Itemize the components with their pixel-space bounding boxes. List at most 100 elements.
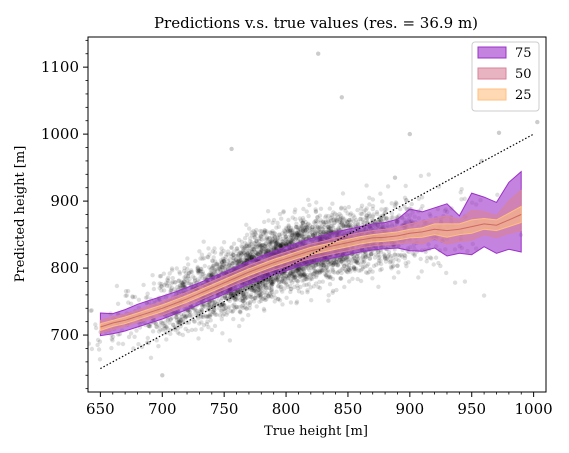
scatter-point — [278, 234, 283, 239]
scatter-point — [249, 294, 254, 300]
scatter-point — [297, 266, 302, 272]
scatter-point — [393, 252, 398, 257]
scatter-point — [234, 253, 239, 259]
scatter-point — [183, 314, 189, 319]
scatter-point — [177, 319, 182, 324]
scatter-point — [272, 238, 278, 243]
scatter-point — [177, 271, 183, 276]
scatter-point — [382, 256, 388, 261]
scatter-point — [246, 244, 251, 249]
scatter-point — [333, 258, 339, 264]
scatter-point — [130, 294, 135, 299]
scatter-point — [216, 266, 221, 271]
scatter-point — [232, 260, 237, 265]
scatter-point — [240, 293, 246, 298]
scatter-point — [271, 245, 277, 251]
scatter-point — [424, 259, 429, 264]
scatter-point — [229, 251, 234, 256]
scatter-point — [243, 252, 249, 257]
scatter-point — [228, 308, 234, 314]
scatter-point — [496, 130, 502, 135]
scatter-point — [276, 283, 281, 288]
scatter-point — [281, 238, 286, 244]
scatter-point — [378, 258, 383, 263]
scatter-point — [325, 275, 330, 280]
scatter-point — [395, 263, 400, 268]
scatter-point — [353, 218, 359, 223]
scatter-point — [369, 251, 374, 257]
scatter-point — [288, 289, 293, 295]
scatter-point — [239, 250, 244, 256]
scatter-point — [297, 274, 303, 280]
x-tick-label: 950 — [457, 400, 486, 418]
scatter-point — [237, 257, 242, 262]
scatter-point — [116, 341, 121, 346]
scatter-point — [334, 260, 339, 265]
scatter-point — [248, 236, 253, 241]
scatter-point — [204, 321, 209, 327]
scatter-point — [294, 225, 299, 230]
scatter-point — [212, 250, 218, 255]
scatter-point — [288, 286, 294, 292]
scatter-point — [227, 298, 232, 304]
scatter-point — [239, 293, 244, 298]
scatter-point — [341, 223, 346, 228]
scatter-point — [288, 270, 293, 276]
scatter-point — [398, 206, 403, 212]
scatter-point — [169, 287, 174, 292]
scatter-point — [280, 276, 285, 282]
scatter-point — [294, 231, 299, 236]
scatter-point — [348, 212, 353, 217]
scatter-point — [345, 224, 351, 229]
scatter-point — [249, 249, 255, 255]
scatter-point — [269, 279, 274, 285]
scatter-point — [419, 269, 424, 274]
scatter-point — [323, 262, 328, 267]
scatter-point — [267, 286, 272, 291]
scatter-point — [395, 263, 400, 269]
scatter-point — [355, 207, 360, 213]
scatter-point — [166, 278, 171, 283]
scatter-point — [409, 201, 414, 207]
scatter-point — [167, 284, 172, 289]
scatter-point — [244, 306, 249, 311]
scatter-point — [214, 261, 219, 266]
scatter-point — [258, 295, 263, 300]
scatter-point — [168, 331, 173, 336]
scatter-point — [130, 295, 135, 300]
scatter-point — [293, 269, 298, 274]
scatter-point — [278, 285, 283, 290]
scatter-point — [341, 257, 346, 262]
scatter-point — [206, 274, 211, 279]
scatter-point — [239, 304, 244, 309]
scatter-point — [242, 294, 247, 299]
scatter-point — [342, 284, 347, 290]
scatter-point — [330, 201, 335, 206]
scatter-point — [281, 240, 286, 245]
scatter-point — [325, 259, 331, 264]
scatter-point — [143, 295, 149, 300]
scatter-point — [358, 262, 363, 267]
scatter-point — [407, 131, 412, 137]
scatter-point — [372, 255, 378, 260]
scatter-point — [228, 292, 234, 297]
scatter-point — [301, 235, 307, 240]
scatter-point — [159, 281, 164, 287]
scatter-point — [209, 258, 215, 263]
scatter-point — [347, 222, 353, 227]
scatter-point — [384, 256, 390, 261]
scatter-point — [158, 319, 164, 325]
scatter-point — [340, 191, 346, 196]
scatter-point — [222, 295, 227, 301]
scatter-point — [217, 266, 222, 271]
scatter-point — [256, 287, 261, 292]
scatter-point — [275, 297, 281, 302]
scatter-point — [221, 302, 227, 307]
scatter-point — [258, 292, 263, 298]
scatter-point — [157, 274, 163, 279]
scatter-point — [273, 235, 278, 240]
scatter-point — [242, 244, 248, 250]
scatter-point — [328, 274, 333, 279]
scatter-point — [317, 269, 322, 274]
scatter-point — [88, 308, 94, 313]
